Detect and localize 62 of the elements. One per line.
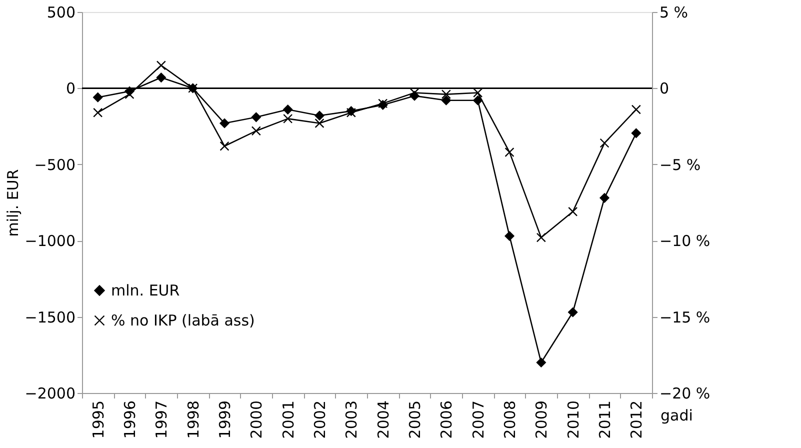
point [441,90,451,100]
point [251,126,261,136]
y2-tick-label: −15 % [660,308,710,326]
point [410,88,420,98]
point [568,307,578,318]
x-tick-label: 2004 [374,400,392,439]
point [568,206,578,216]
y-tick-label: −2000 [24,384,76,402]
point [441,96,451,106]
point [283,104,293,114]
x-tick-label: 2011 [596,400,614,439]
x-tick-label: 2008 [501,400,519,439]
x-tick-label: 2002 [311,400,329,439]
x-axis-title: gadi [660,406,693,424]
y2-tick-label: −10 % [660,232,710,250]
y2-tick-label: 5 % [660,4,688,22]
y-tick-label: −1000 [24,232,76,250]
x-tick-label: 2009 [532,400,551,439]
y-tick-label: 0 [66,80,76,98]
x-tick-label: 2000 [248,400,266,439]
point [536,358,546,368]
x-tick-label: 2010 [564,400,582,439]
point [156,72,166,82]
point [473,88,483,98]
legend-label: % no IKP (labā ass) [111,312,255,330]
point [283,114,293,124]
point [473,96,483,106]
point [631,104,641,114]
y2-tick-label: −20 % [660,384,710,402]
x-tick-label: 1996 [121,400,139,439]
point [220,118,230,128]
x-tick-label: 2012 [628,400,646,439]
point [504,147,514,157]
legend-label: mln. EUR [111,282,180,300]
y-tick-label: −1500 [24,308,76,326]
point [536,232,546,242]
x-tick-label: 1997 [152,400,171,439]
x-tick-label: 1999 [216,400,234,439]
point [156,60,166,70]
point [93,92,103,102]
point [504,231,514,241]
point [124,90,134,100]
y2-tick-label: −5 % [660,156,701,174]
point [631,128,641,138]
y-tick-label: 500 [46,4,76,22]
y-tick-label: −500 [34,156,76,174]
x-tick-label: 1998 [184,400,202,439]
point [220,141,230,151]
x-tick-label: 2001 [279,400,298,439]
x-tick-label: 2003 [342,400,361,439]
point [314,118,324,128]
point [600,193,610,203]
point [314,110,324,120]
y-axis-title: milj. EUR [4,169,22,237]
x-tick-label: 1995 [89,400,108,439]
point [600,138,610,148]
point [251,112,261,122]
x-tick-label: 2005 [406,400,424,439]
y2-tick-label: 0 [660,80,670,98]
x-tick-label: 2006 [438,400,456,439]
point [93,108,103,118]
x-tick-label: 2007 [469,400,488,439]
